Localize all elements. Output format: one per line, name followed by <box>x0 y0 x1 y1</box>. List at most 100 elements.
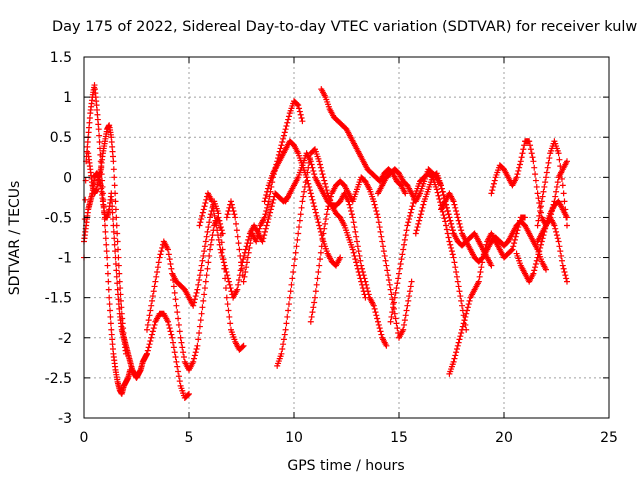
data-point-arc-19 <box>518 154 525 161</box>
data-point-arc-12 <box>401 321 408 328</box>
x-tick-labels: 0 5 10 15 20 25 <box>80 430 618 446</box>
data-point-arc-7 <box>263 222 270 229</box>
data-point-arc-21 <box>551 222 558 229</box>
y-tick-label: -2 <box>58 331 72 347</box>
data-point-arc-3 <box>117 297 124 304</box>
data-point-arc-17 <box>475 278 482 285</box>
data-point-arc-4 <box>202 278 209 285</box>
y-tick-label: 1.5 <box>50 50 72 66</box>
data-point-arc-8 <box>247 240 254 247</box>
data-point-arc-20 <box>536 212 543 219</box>
data-point-arc-8 <box>296 105 303 112</box>
data-point-arc-5 <box>171 349 178 356</box>
data-point-arc-5 <box>174 363 181 370</box>
data-point-arc-12 <box>326 200 333 207</box>
data-point-arc-15 <box>392 289 399 296</box>
data-point-arc-12 <box>312 294 318 301</box>
data-point-arc-4 <box>172 296 179 303</box>
data-point-arc-7 <box>214 227 221 234</box>
data-point-arc-8 <box>254 232 261 239</box>
data-point-arc-15 <box>401 241 408 248</box>
data-point-arc-8 <box>231 211 238 218</box>
data-point-arc-4 <box>159 244 166 251</box>
data-point-arc-10 <box>297 211 304 218</box>
data-point-arc-7 <box>266 212 273 219</box>
data-point-arc-7 <box>262 225 269 232</box>
data-point-arc-15 <box>411 193 418 200</box>
data-point-arc-8 <box>281 129 288 136</box>
data-point-arc-12 <box>308 313 315 320</box>
data-point-arc-8 <box>233 220 240 227</box>
data-point-arc-12 <box>383 262 390 269</box>
data-point-arc-5 <box>151 321 158 328</box>
data-point-arc-4 <box>147 307 154 314</box>
data-point-arc-4 <box>199 304 206 311</box>
data-point-arc-9 <box>337 254 344 261</box>
data-point-arc-1 <box>96 139 103 146</box>
data-point-arc-11 <box>373 312 380 319</box>
data-point-arc-21 <box>556 243 563 250</box>
data-point-arc-1 <box>102 228 109 235</box>
data-point-arc-20 <box>534 222 541 229</box>
data-point-arc-7 <box>209 198 216 205</box>
data-point-arc-4 <box>209 232 216 239</box>
data-point-arc-13 <box>402 190 409 197</box>
data-point-arc-12 <box>323 211 330 218</box>
data-point-arc-5 <box>149 328 156 335</box>
data-point-arc-21 <box>555 238 562 245</box>
data-point-arc-6 <box>207 214 213 221</box>
data-point-arc-6 <box>194 286 201 293</box>
data-point-arc-10 <box>323 187 330 194</box>
data-point-arc-12 <box>400 326 407 333</box>
data-point-arc-21 <box>537 244 544 251</box>
data-point-arc-4 <box>196 323 203 330</box>
data-point-arc-4 <box>154 264 161 271</box>
data-point-arc-21 <box>558 257 565 264</box>
data-point-arc-10 <box>288 281 295 288</box>
data-point-arc-2 <box>111 235 118 242</box>
data-point-arc-10 <box>299 198 306 205</box>
data-point-arc-6 <box>226 313 233 320</box>
data-point-arc-20 <box>564 222 570 229</box>
data-point-arc-15 <box>403 227 410 234</box>
data-point-arc-10 <box>294 236 301 243</box>
data-point-arc-8 <box>261 214 268 221</box>
data-point-arc-4 <box>208 236 215 243</box>
data-point-arc-9 <box>307 190 314 197</box>
data-point-arc-12 <box>307 318 314 325</box>
data-point-arc-21 <box>560 265 567 272</box>
data-point-arc-2 <box>111 241 118 248</box>
data-point-arc-15 <box>407 209 414 216</box>
data-point-arc-6 <box>197 267 204 274</box>
data-point-arc-17 <box>453 346 460 353</box>
data-point-arc-12 <box>322 220 329 227</box>
data-point-arc-15 <box>388 313 395 320</box>
data-point-arc-19 <box>491 177 498 184</box>
data-point-arc-18 <box>450 198 457 205</box>
data-point-arc-2 <box>113 273 120 280</box>
data-point-arc-20 <box>544 164 551 171</box>
data-point-arc-10 <box>280 341 287 348</box>
data-point-arc-21 <box>537 241 544 248</box>
data-point-arc-4 <box>170 283 177 290</box>
data-point-arc-15 <box>399 251 406 258</box>
data-point-arc-12 <box>401 317 408 324</box>
data-point-arc-6 <box>196 277 203 284</box>
data-point-arc-5 <box>150 325 157 332</box>
data-point-arc-10 <box>289 275 296 282</box>
data-point-arc-5 <box>172 354 179 361</box>
data-point-arc-7 <box>270 196 277 203</box>
data-point-arc-16 <box>449 227 456 234</box>
data-point-arc-10 <box>320 174 327 181</box>
data-point-arc-7 <box>264 219 271 226</box>
data-point-arc-21 <box>552 225 559 232</box>
data-point-arc-8 <box>294 101 301 108</box>
data-point-arc-19 <box>564 158 570 165</box>
data-point-arc-17 <box>454 342 461 349</box>
data-point-arc-9 <box>311 203 318 210</box>
data-point-arc-7 <box>201 203 208 210</box>
data-point-arc-17 <box>522 214 528 221</box>
data-point-arc-12 <box>309 309 316 316</box>
data-point-arc-15 <box>410 200 417 207</box>
data-point-arc-8 <box>230 208 237 215</box>
